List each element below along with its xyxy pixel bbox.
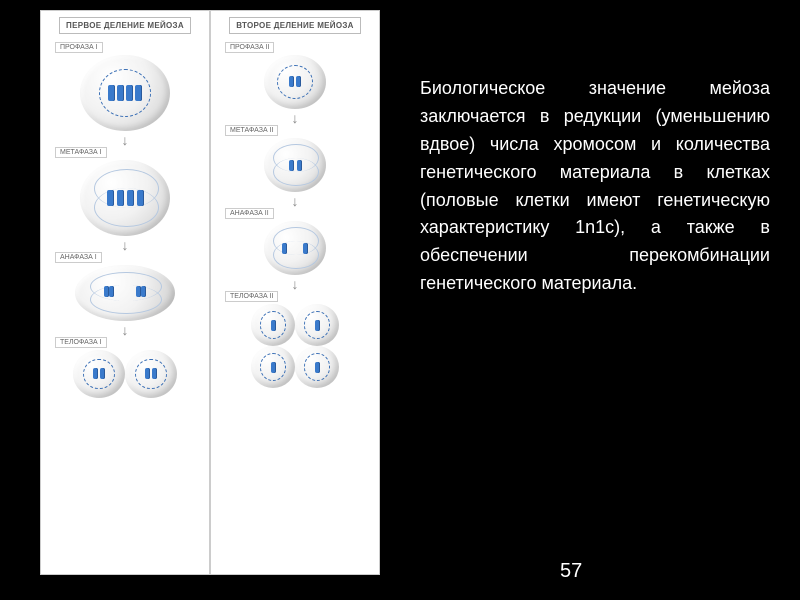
arrow: ↓ (292, 113, 299, 123)
phase-label-anaphase1: АНАФАЗА I (55, 252, 102, 263)
description-text: Биологическое значение мейоза заключаетс… (420, 75, 770, 298)
page-number: 57 (560, 560, 582, 583)
arrow: ↓ (292, 279, 299, 289)
phase-label-metaphase1: МЕТАФАЗА I (55, 147, 107, 158)
first-division-column: ПЕРВОЕ ДЕЛЕНИЕ МЕЙОЗА ПРОФАЗА I ↓ МЕТАФА… (40, 10, 210, 575)
second-division-column: ВТОРОЕ ДЕЛЕНИЕ МЕЙОЗА ПРОФАЗА II ↓ МЕТАФ… (210, 10, 380, 575)
cell-telophase1 (73, 350, 177, 398)
phase-label-telophase1: ТЕЛОФАЗА I (55, 337, 107, 348)
cell-prophase1 (80, 55, 170, 131)
phase-label-anaphase2: АНАФАЗА II (225, 208, 274, 219)
phase-label-metaphase2: МЕТАФАЗА II (225, 125, 278, 136)
cell-metaphase1 (80, 160, 170, 236)
phase-label-telophase2: ТЕЛОФАЗА II (225, 291, 278, 302)
arrow: ↓ (292, 196, 299, 206)
col1-header: ПЕРВОЕ ДЕЛЕНИЕ МЕЙОЗА (59, 17, 191, 34)
col2-header: ВТОРОЕ ДЕЛЕНИЕ МЕЙОЗА (229, 17, 361, 34)
cell-anaphase2 (264, 221, 326, 275)
arrow: ↓ (122, 240, 129, 250)
arrow: ↓ (122, 135, 129, 145)
phase-label-prophase2: ПРОФАЗА II (225, 42, 274, 53)
cell-anaphase1 (75, 265, 175, 321)
meiosis-diagram-panel: ПЕРВОЕ ДЕЛЕНИЕ МЕЙОЗА ПРОФАЗА I ↓ МЕТАФА… (40, 10, 380, 575)
arrow: ↓ (122, 325, 129, 335)
phase-label-prophase1: ПРОФАЗА I (55, 42, 103, 53)
cell-prophase2 (264, 55, 326, 109)
cell-metaphase2 (264, 138, 326, 192)
cell-telophase2 (251, 304, 339, 388)
